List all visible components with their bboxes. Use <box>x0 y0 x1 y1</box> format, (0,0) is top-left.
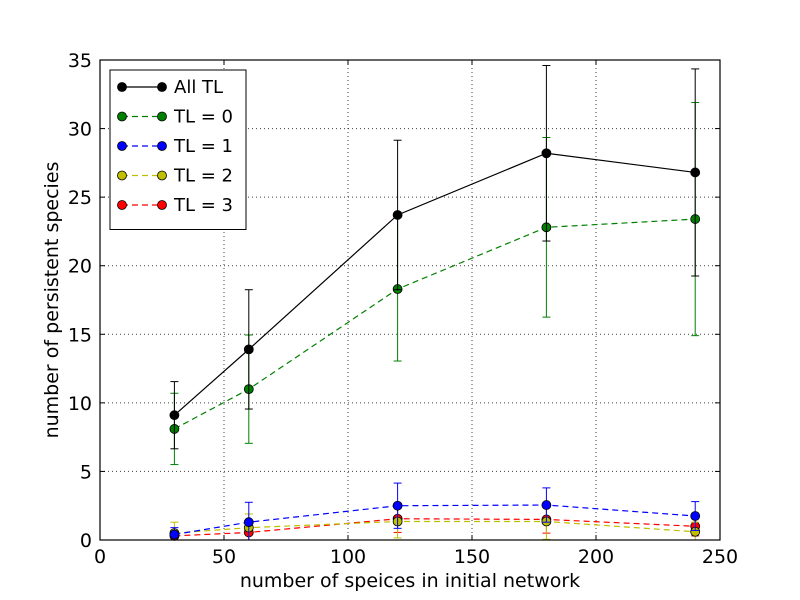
data-point <box>169 529 180 540</box>
y-tick-label: 5 <box>80 461 92 483</box>
y-tick-label: 25 <box>68 187 92 209</box>
data-point <box>243 344 254 355</box>
legend-box <box>109 69 247 230</box>
x-axis-label: number of speices in initial network <box>240 570 580 592</box>
data-point <box>690 511 701 521</box>
x-tick-label: 100 <box>330 546 366 568</box>
legend-label: TL = 0 <box>173 107 233 128</box>
y-axis-label: number of persistent species <box>41 162 63 439</box>
plot-frame <box>99 59 721 541</box>
x-tick-label: 50 <box>212 546 236 568</box>
legend: All TL TL = 0 TL = 1 TL = 2 TL = 3 <box>109 69 247 230</box>
y-tick-label: 35 <box>68 50 92 72</box>
data-point <box>392 500 403 511</box>
y-tick-label: 0 <box>80 530 92 552</box>
legend-label: TL = 2 <box>173 166 233 187</box>
legend-label: TL = 3 <box>173 195 233 216</box>
data-point <box>243 517 254 528</box>
legend-marker <box>157 200 167 210</box>
y-tick-label: 15 <box>68 324 92 346</box>
data-point <box>690 167 701 178</box>
data-point <box>169 410 180 421</box>
x-tick-label: 250 <box>702 546 738 568</box>
data-point <box>392 210 403 220</box>
legend-label: TL = 1 <box>173 136 233 157</box>
data-point <box>541 148 552 159</box>
x-tick-label: 200 <box>578 546 614 568</box>
legend-marker <box>117 141 127 151</box>
legend-marker <box>117 82 127 92</box>
y-tick-label: 20 <box>68 256 92 278</box>
legend-marker <box>117 200 127 210</box>
legend-marker <box>157 82 167 92</box>
legend-marker <box>157 141 167 151</box>
x-tick-label: 150 <box>454 546 490 568</box>
y-tick-label: 30 <box>68 119 92 141</box>
series-0 <box>169 64 701 450</box>
x-tick-label: 0 <box>94 546 106 568</box>
legend-marker <box>157 170 167 181</box>
data-point <box>541 500 552 510</box>
axis-ticks: 0 50 100 150 200 250 0 5 10 15 20 25 30 35 <box>68 50 738 568</box>
series-layer <box>169 64 701 541</box>
series-2 <box>169 482 701 540</box>
y-tick-label: 10 <box>68 393 92 415</box>
legend-marker <box>157 111 167 122</box>
legend-marker <box>117 111 127 122</box>
legend-label: All TL <box>174 77 223 98</box>
legend-marker <box>117 170 127 181</box>
